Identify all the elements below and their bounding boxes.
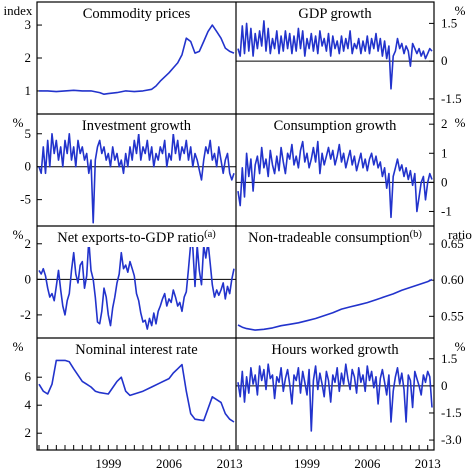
title-background bbox=[267, 339, 404, 358]
series-line bbox=[237, 140, 433, 219]
title-background bbox=[53, 227, 221, 247]
panel-title: GDP growth bbox=[294, 3, 377, 22]
title-text: GDP growth bbox=[298, 6, 372, 22]
unit-label: % bbox=[13, 339, 24, 354]
unit-label: % bbox=[455, 3, 466, 18]
panel-title: Nominal interest rate bbox=[71, 339, 202, 358]
y-tick-label: 2 bbox=[25, 50, 32, 65]
y-tick-label: 0.65 bbox=[441, 236, 464, 251]
x-tick-label: 2013 bbox=[415, 456, 441, 471]
y-tick-label: 1 bbox=[441, 145, 448, 160]
panel-title: Net exports-to-GDP ratio(a) bbox=[53, 227, 221, 247]
y-tick-label: -1 bbox=[441, 203, 452, 218]
y-tick-label: -3.0 bbox=[441, 432, 462, 447]
series-line bbox=[38, 359, 235, 423]
y-tick-label: 1.5 bbox=[441, 351, 457, 366]
y-tick-label: 0 bbox=[441, 53, 448, 68]
y-tick-label: 0 bbox=[25, 159, 32, 174]
y-tick-label: 0 bbox=[25, 271, 32, 286]
panel-title: Commodity prices bbox=[78, 3, 195, 22]
panel-title: Hours worked growth bbox=[267, 339, 404, 358]
y-tick-label: 1 bbox=[25, 83, 32, 98]
x-tick-label: 2006 bbox=[156, 456, 183, 471]
panel-title: Investment growth bbox=[77, 115, 196, 134]
panel-title: Consumption growth bbox=[269, 115, 402, 134]
y-tick-label: 6 bbox=[25, 369, 32, 384]
title-background bbox=[78, 3, 195, 22]
y-tick-label: 3 bbox=[25, 17, 32, 32]
y-tick-label: 0 bbox=[441, 378, 448, 393]
series-line bbox=[38, 133, 235, 224]
series-line bbox=[237, 278, 433, 331]
y-tick-label: 5 bbox=[25, 126, 32, 141]
x-tick-label: 1999 bbox=[294, 456, 320, 471]
series-line bbox=[38, 239, 235, 330]
title-text: Net exports-to-GDP ratio(a) bbox=[57, 229, 216, 246]
panel-8: 1.5 0 -1.5 -3.0% Hours worked growth bbox=[236, 339, 466, 447]
y-tick-label: 1.5 bbox=[441, 15, 457, 30]
panel-title: Non-tradeable consumption(b) bbox=[244, 227, 427, 247]
title-text: Investment growth bbox=[82, 118, 192, 134]
y-tick-label: 0 bbox=[441, 174, 448, 189]
title-text: Hours worked growth bbox=[271, 342, 399, 358]
y-tick-label: 4 bbox=[25, 397, 32, 412]
panel-7: 6 4 2% Nominal interest rate bbox=[13, 339, 235, 440]
y-tick-label: -1.5 bbox=[441, 405, 462, 420]
unit-label: % bbox=[13, 115, 24, 130]
panel-4: 2 1 0 -1% Consumption growth bbox=[236, 115, 466, 218]
title-text: Consumption growth bbox=[274, 118, 398, 134]
y-tick-label: -1.5 bbox=[441, 91, 462, 106]
panel-3: 5 0 -5% Investment growth bbox=[13, 115, 236, 224]
title-text: Non-tradeable consumption(b) bbox=[248, 229, 422, 246]
y-tick-label: 0.55 bbox=[441, 308, 464, 323]
title-background bbox=[77, 115, 196, 134]
unit-label: ratio bbox=[448, 227, 472, 242]
y-tick-label: 2 bbox=[25, 425, 32, 440]
unit-label: index bbox=[4, 3, 33, 18]
title-background bbox=[294, 3, 377, 22]
title-background bbox=[244, 227, 427, 247]
y-tick-label: 0.60 bbox=[441, 272, 464, 287]
y-tick-label: -5 bbox=[20, 192, 31, 207]
panel-5: 2 0 -2% Net exports-to-GDP ratio(a) bbox=[13, 227, 236, 330]
y-tick-label: 2 bbox=[25, 236, 32, 251]
x-tick-label: 2013 bbox=[217, 456, 243, 471]
y-tick-label: -2 bbox=[20, 307, 31, 322]
y-tick-label: 2 bbox=[441, 116, 448, 131]
series-line bbox=[237, 20, 433, 90]
panel-2: 1.5 0 -1.5% GDP growth bbox=[236, 3, 466, 106]
x-tick-label: 2006 bbox=[354, 456, 381, 471]
series-line bbox=[237, 363, 433, 432]
series-line bbox=[39, 24, 235, 95]
title-background bbox=[71, 339, 202, 358]
unit-label: % bbox=[13, 227, 24, 242]
title-text: Commodity prices bbox=[83, 6, 191, 22]
unit-label: % bbox=[455, 339, 466, 354]
title-text: Nominal interest rate bbox=[75, 342, 197, 358]
unit-label: % bbox=[455, 115, 466, 130]
x-tick-label: 1999 bbox=[95, 456, 121, 471]
title-background bbox=[269, 115, 402, 134]
panel-6: 0.65 0.60 0.55 ratio Non-tradeable consumpti… bbox=[237, 227, 472, 331]
